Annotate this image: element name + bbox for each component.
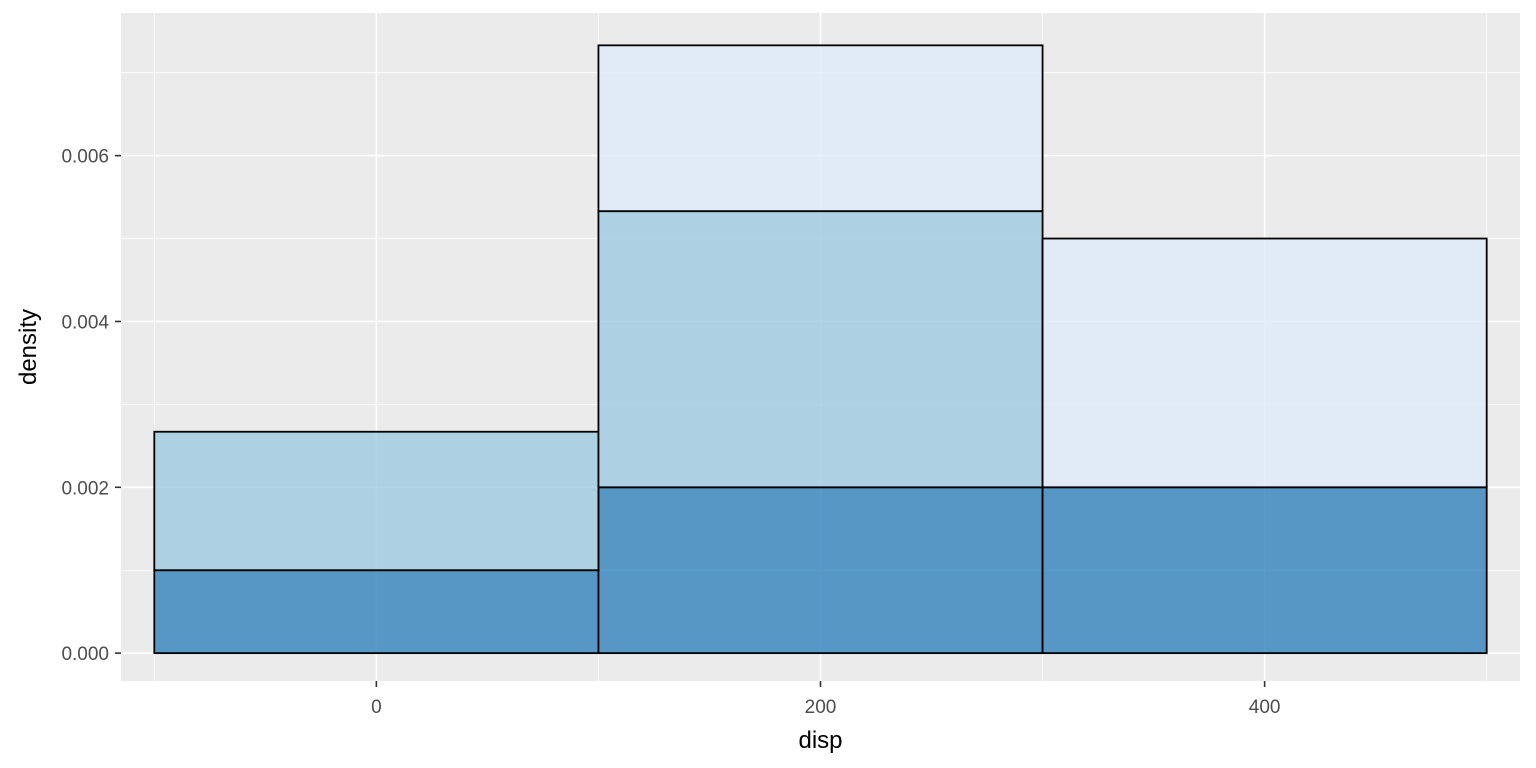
y-tick-label: 0.002: [61, 478, 109, 499]
histogram-bars: [153, 44, 1488, 655]
y-axis: 0.000 0.002 0.004 0.006: [61, 147, 121, 665]
y-tick-label: 0.006: [61, 147, 109, 168]
histogram-bar-series3-bin2: [597, 44, 1044, 213]
histogram-bar-series2-bin1: [153, 430, 600, 572]
y-tick-label: 0.004: [61, 312, 109, 333]
x-axis-title: disp: [798, 727, 842, 754]
x-tick-label: 0: [371, 697, 382, 718]
histogram-bar-series1-bin2: [597, 486, 1044, 655]
histogram-bar-series1-bin3: [1041, 486, 1488, 655]
x-axis: 0 200 400: [371, 681, 1280, 718]
x-tick-label: 200: [805, 697, 837, 718]
histogram-bar-series1-bin1: [153, 569, 600, 655]
histogram-bar-series3-bin3: [1041, 237, 1488, 489]
histogram-bar-series2-bin2: [597, 210, 1044, 489]
x-tick-label: 400: [1249, 697, 1281, 718]
y-tick-label: 0.000: [61, 644, 109, 665]
y-axis-title: density: [15, 309, 42, 385]
